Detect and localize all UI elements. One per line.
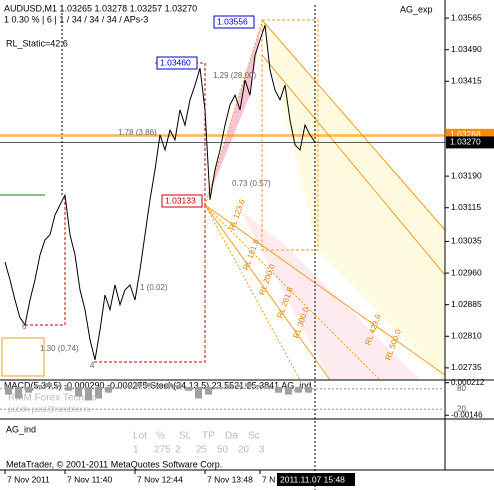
guide-lines — [61, 5, 316, 490]
macd-bar — [155, 384, 162, 387]
annotation: 0.73 (0.57) — [232, 179, 271, 188]
annotation: 1 (0.02) — [140, 283, 168, 292]
x-tick-label: 7 N — [262, 474, 275, 484]
macd-bar — [25, 386, 32, 393]
x-tick-label: 7 Nov 13:48 — [207, 474, 253, 484]
price-tag-label: 1.03133 — [165, 195, 196, 205]
macd-bar — [165, 382, 172, 387]
macd-bar — [35, 384, 42, 387]
macd-bar — [75, 386, 82, 397]
annotation: 1.30 (0.74) — [40, 344, 79, 353]
annotation: 6 — [22, 322, 27, 331]
panel-label: AG_ind — [6, 424, 36, 434]
macd-bar — [125, 384, 132, 387]
price-tag — [213, 15, 255, 29]
y-tick-label: 1.03565 — [451, 12, 482, 22]
y-tick-label: 1.02960 — [451, 267, 482, 277]
macd-bar — [265, 386, 272, 389]
cursor-time-box — [277, 473, 355, 486]
x-tick-label: 7 Nov 12:44 — [137, 474, 183, 484]
annotation: 4 — [90, 361, 95, 370]
y-tick-label: 1.03490 — [451, 44, 482, 54]
price-box-label: 1.03270 — [450, 137, 481, 147]
price-line-series — [4, 25, 316, 361]
frames — [0, 0, 494, 471]
y-tick-label: 1.03035 — [451, 236, 482, 246]
y-tick-label: 1.02810 — [451, 331, 482, 341]
macd-bar — [255, 384, 262, 387]
table-header: Lot — [133, 431, 147, 442]
cursor-time-label: 2011.11.07 15:48 — [280, 474, 345, 484]
macd-bar — [175, 384, 182, 387]
table-header: % — [156, 431, 165, 442]
macd-bar — [55, 384, 62, 387]
annotation: 1.29 (28.00) — [213, 71, 256, 80]
price-box-label: 1.03288 — [450, 129, 481, 139]
macd-bar — [195, 386, 202, 399]
y-tick-label: 1.03190 — [451, 170, 482, 180]
x-tick-label: 7 Nov 11:40 — [67, 474, 112, 484]
y-tick-label: 1.02735 — [451, 362, 482, 372]
macd-bar — [235, 384, 242, 387]
table-cell: 1 — [133, 445, 139, 456]
table-header: Sc — [248, 431, 260, 442]
table-cell: 3 — [259, 445, 265, 456]
macd-bar — [5, 386, 12, 395]
table-cell: 20 — [238, 445, 250, 456]
macd-bar — [205, 386, 212, 395]
stoch-level-label: 80 — [457, 384, 466, 393]
macd-bar — [275, 386, 282, 393]
chart-title: AUDUSD,M1 1.03265 1.03278 1.03257 1.0327… — [4, 3, 197, 13]
price-tag — [161, 194, 203, 208]
price-tag-label: 1.03460 — [160, 57, 191, 67]
pink-fan — [205, 22, 262, 205]
table-header: TP — [202, 431, 215, 442]
x-tick-label: 7 Nov 2011 — [7, 474, 50, 484]
macd-bar — [15, 386, 22, 399]
table-cell: 25 — [196, 445, 208, 456]
price-box — [446, 136, 494, 149]
price-tag — [156, 56, 198, 70]
macd-tick-label: -0.00146 — [451, 410, 483, 419]
watermark: RMM Forex Technic — [8, 393, 97, 404]
indicator-label: AG_exp — [400, 4, 433, 14]
macd-bar — [85, 386, 92, 401]
macd-bar — [245, 382, 252, 387]
price-tag-label: 1.03556 — [217, 16, 248, 26]
table-cell: 275 — [154, 445, 171, 456]
y-tick-label: 1.02885 — [451, 299, 482, 309]
macd-bar — [105, 386, 112, 393]
static-label: RL_Static=42.6 — [6, 38, 68, 48]
table-cell: 50 — [217, 445, 229, 456]
copyright: MetaTrader, © 2001-2011 MetaQuotes Softw… — [6, 459, 222, 469]
y-tick-label: 1.03115 — [451, 202, 481, 212]
pink-band — [240, 210, 420, 380]
y-tick-label: 1.03415 — [451, 76, 482, 86]
macd-bar — [115, 386, 122, 389]
macd-bar — [295, 386, 302, 393]
stoch-level-label: 20 — [457, 404, 466, 413]
macd-bar — [215, 386, 222, 389]
table-header: SL — [179, 431, 192, 442]
table-cell: 2 — [175, 445, 181, 456]
macd-bar — [95, 386, 102, 399]
macd-bar — [145, 382, 152, 387]
table-header: Da — [225, 431, 238, 442]
macd-bar — [45, 382, 52, 387]
macd-bar — [135, 382, 142, 387]
macd-bar — [305, 386, 312, 393]
macd-bar — [285, 386, 292, 395]
box — [1, 337, 45, 377]
chart-subtitle: 1 0.30 % | 6 | 1 / 34 / 34 / 34 / APs-3 — [4, 14, 148, 24]
macd-bar — [225, 384, 232, 387]
macd-tick-label: 0.000212 — [451, 378, 485, 387]
annotation: 1.78 (3.86) — [118, 128, 157, 137]
